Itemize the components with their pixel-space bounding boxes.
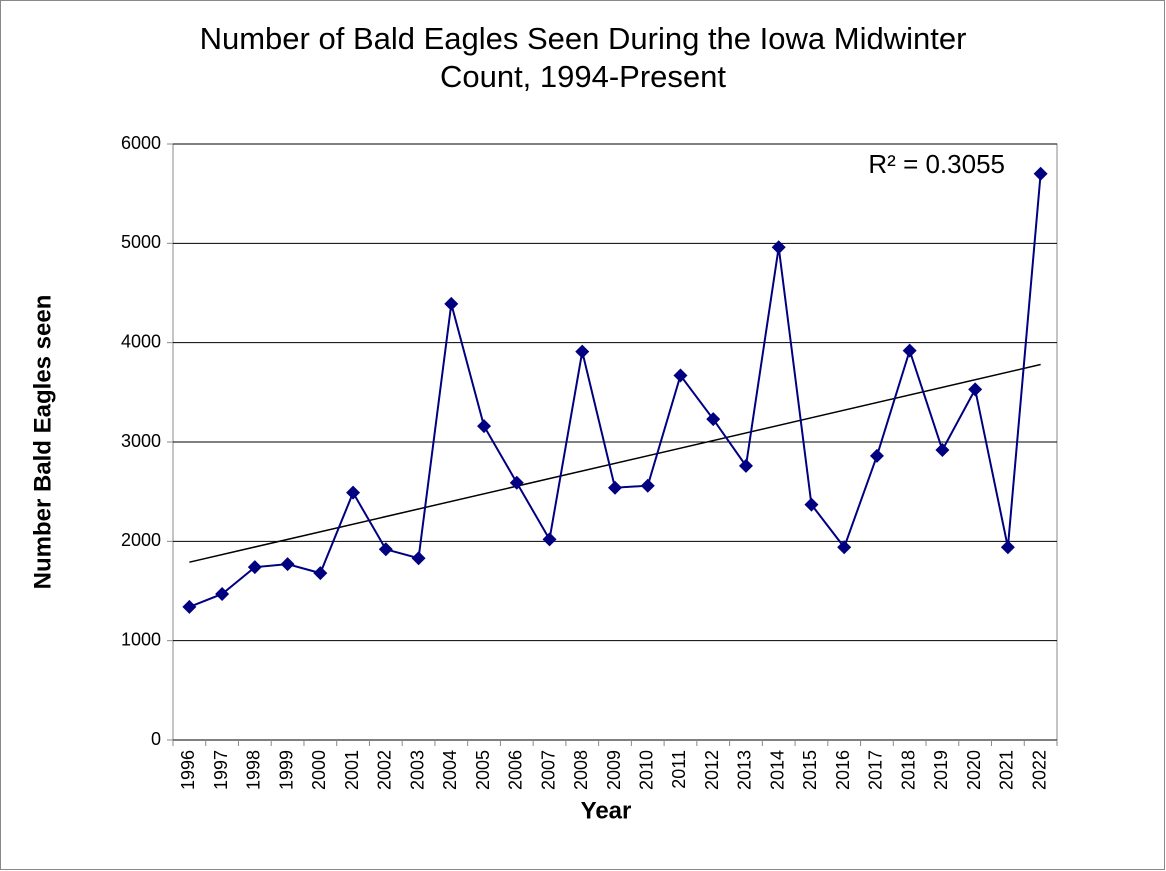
x-tick-label: 2009: [604, 750, 624, 790]
data-point: [346, 485, 361, 500]
data-point: [378, 542, 393, 557]
data-point: [247, 560, 262, 575]
data-point: [935, 442, 950, 457]
x-tick-label: 2004: [440, 750, 460, 790]
data-point: [280, 557, 295, 572]
data-point: [215, 586, 230, 601]
x-tick-label: 2001: [342, 750, 362, 790]
data-point: [837, 540, 852, 555]
chart-title: Number of Bald Eagles Seen During the Io…: [199, 21, 967, 94]
x-tick-label: 1997: [211, 750, 231, 790]
x-tick-label: 2015: [800, 750, 820, 790]
data-point: [738, 458, 753, 473]
x-axis-label: Year: [581, 797, 632, 824]
data-point: [640, 478, 655, 493]
data-point: [804, 497, 819, 512]
x-tick-label: 2022: [1029, 750, 1049, 790]
x-tick-label: 1998: [244, 750, 264, 790]
data-point: [869, 448, 884, 463]
y-tick-label: 0: [151, 729, 161, 749]
x-tick-label: 2017: [866, 750, 886, 790]
x-tick-label: 2006: [506, 750, 526, 790]
data-point: [771, 240, 786, 255]
data-point: [902, 343, 917, 358]
data-point: [542, 532, 557, 547]
data-point: [313, 566, 328, 581]
y-tick-label: 2000: [121, 530, 161, 550]
data-point: [608, 480, 622, 495]
x-tick-label: 2020: [964, 750, 984, 790]
data-point: [706, 412, 721, 427]
x-tick-label: 2005: [473, 750, 493, 790]
x-tick-label: 2003: [407, 750, 427, 790]
y-tick-label: 1000: [121, 629, 161, 649]
data-point: [477, 419, 492, 434]
x-tick-label: 2013: [735, 750, 755, 790]
data-point: [1033, 166, 1048, 181]
data-point: [968, 382, 983, 397]
y-tick-label: 6000: [121, 133, 161, 153]
data-point: [673, 368, 688, 383]
x-tick-label: 2014: [767, 750, 787, 790]
x-tick-label: 2010: [636, 750, 656, 790]
data-point: [182, 599, 197, 614]
x-tick-label: 1996: [178, 750, 198, 790]
x-tick-label: 2016: [833, 750, 853, 790]
data-point: [509, 475, 524, 490]
trendline: [189, 363, 1041, 563]
x-tick-label: 2012: [702, 750, 722, 790]
x-tick-label: 2019: [931, 750, 951, 790]
data-point: [575, 344, 590, 359]
data-point: [411, 551, 426, 566]
x-tick-label: 2008: [571, 750, 591, 790]
y-tick-label: 3000: [121, 431, 161, 451]
y-tick-label: 4000: [121, 331, 161, 351]
x-tick-label: 2007: [538, 750, 558, 790]
x-tick-label: 1999: [276, 750, 296, 790]
trendline-label: R² = 0.3055: [868, 149, 1005, 179]
x-tick-label: 2018: [898, 750, 918, 790]
data-point: [1000, 540, 1015, 555]
y-axis-label: Number Bald Eagles seen: [29, 295, 56, 590]
x-tick-label: 2000: [309, 750, 329, 790]
x-tick-label: 2002: [375, 750, 395, 790]
x-tick-label: 2011: [669, 750, 689, 789]
data-point: [444, 296, 459, 311]
y-tick-label: 5000: [121, 232, 161, 252]
x-tick-label: 2021: [997, 750, 1017, 790]
